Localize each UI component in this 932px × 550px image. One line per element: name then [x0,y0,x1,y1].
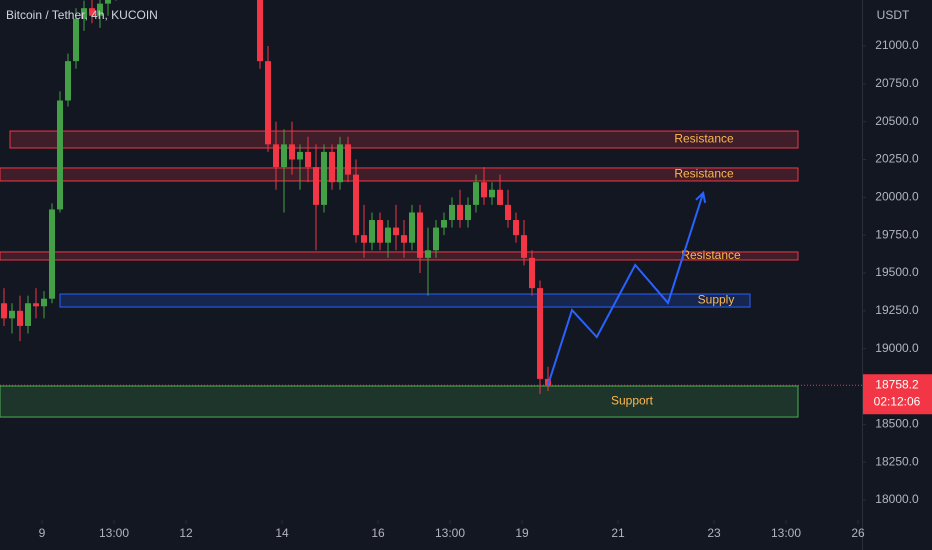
candle-body [33,303,39,307]
zone [0,251,799,261]
candle-body [313,167,319,205]
candle-body [49,209,55,299]
candle-body [89,8,95,16]
candle-body [489,189,495,198]
candle-body [369,220,375,243]
candle-body [73,18,79,62]
candle-body [97,3,103,16]
y-tick-label: 20750.0 [875,76,919,90]
candle-body [321,151,327,205]
candle-body [409,212,415,243]
projection-arrowhead [695,190,707,203]
candle-body [417,212,423,258]
y-tick-label: 19750.0 [875,227,919,241]
x-tick-label: 14 [275,526,289,540]
candle-body [537,288,543,379]
candle-body [265,61,271,145]
x-tick-label: 23 [707,526,721,540]
candle-body [1,303,7,319]
zone [0,385,799,418]
candle-body [441,220,447,228]
candle-body [329,151,335,183]
y-tick-label: 20000.0 [875,189,919,203]
zone [0,167,799,182]
candle-body [297,151,303,160]
y-tick-label: 18250.0 [875,454,919,468]
candle-body [521,235,527,258]
x-tick-label: 19 [515,526,529,540]
y-tick-label: 20500.0 [875,114,919,128]
y-tick-label: 20250.0 [875,152,919,166]
candle-body [105,0,111,4]
y-tick-label: 18500.0 [875,416,919,430]
candle-body [513,220,519,236]
zone-label: Resistance [674,132,734,146]
x-tick-label: 21 [611,526,625,540]
candle-body [289,144,295,160]
zone-label: Supply [698,293,735,307]
candle-body [57,100,63,210]
candle-body [481,182,487,198]
candle-body [425,250,431,258]
y-tick-label: 19500.0 [875,265,919,279]
zone-label: Resistance [674,167,734,181]
chart-title: Bitcoin / Tether, 4h, KUCOIN [6,8,158,22]
candle-body [273,144,279,168]
candle-body [337,144,343,183]
candle-body [41,298,47,307]
candle-body [529,257,535,289]
candle-body [9,310,15,319]
candle-body [393,227,399,236]
x-tick-label: 13:00 [99,526,129,540]
candle-body [385,227,391,243]
candle-body [353,174,359,236]
x-tick-label: 13:00 [771,526,801,540]
y-tick-label: 19000.0 [875,341,919,355]
candle-body [457,204,463,221]
y-tick-label: 19250.0 [875,303,919,317]
zone-label: Support [611,394,654,408]
candle-body [361,235,367,243]
candle-body [449,204,455,221]
candle-body [465,204,471,221]
candle-body [433,227,439,251]
candle-body [401,235,407,243]
candle-body [345,144,351,175]
plot-area: Resistance Resistance Resistance Supply Supp… [0,0,862,418]
zone [9,130,799,149]
candle-body [17,310,23,326]
candle-body [257,0,263,62]
zone [59,293,751,308]
x-tick-label: 13:00 [435,526,465,540]
countdown-label: 02:12:06 [874,394,921,408]
candle-body [81,8,87,19]
x-tick-label: 12 [179,526,193,540]
candle-body [25,303,31,326]
y-tick-label: 18000.0 [875,492,919,506]
x-tick-label: 26 [851,526,865,540]
x-tick-label: 9 [39,526,46,540]
projection-line [547,192,705,386]
zone-label: Resistance [681,248,741,262]
candle-body [305,151,311,168]
currency-label: USDT [877,8,910,22]
candle-body [281,144,287,168]
last-price-box [863,374,932,415]
y-tick-label: 21000.0 [875,38,919,52]
last-price-label: 18758.2 [875,377,919,391]
candle-body [473,182,479,205]
x-tick-label: 16 [371,526,385,540]
candle-body [377,220,383,243]
candle-body [505,204,511,221]
candle-body [497,189,503,205]
candle-body [65,61,71,101]
